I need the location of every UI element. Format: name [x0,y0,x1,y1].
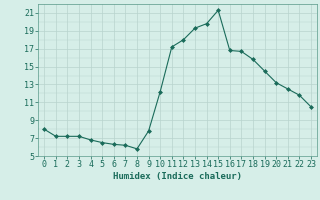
X-axis label: Humidex (Indice chaleur): Humidex (Indice chaleur) [113,172,242,181]
